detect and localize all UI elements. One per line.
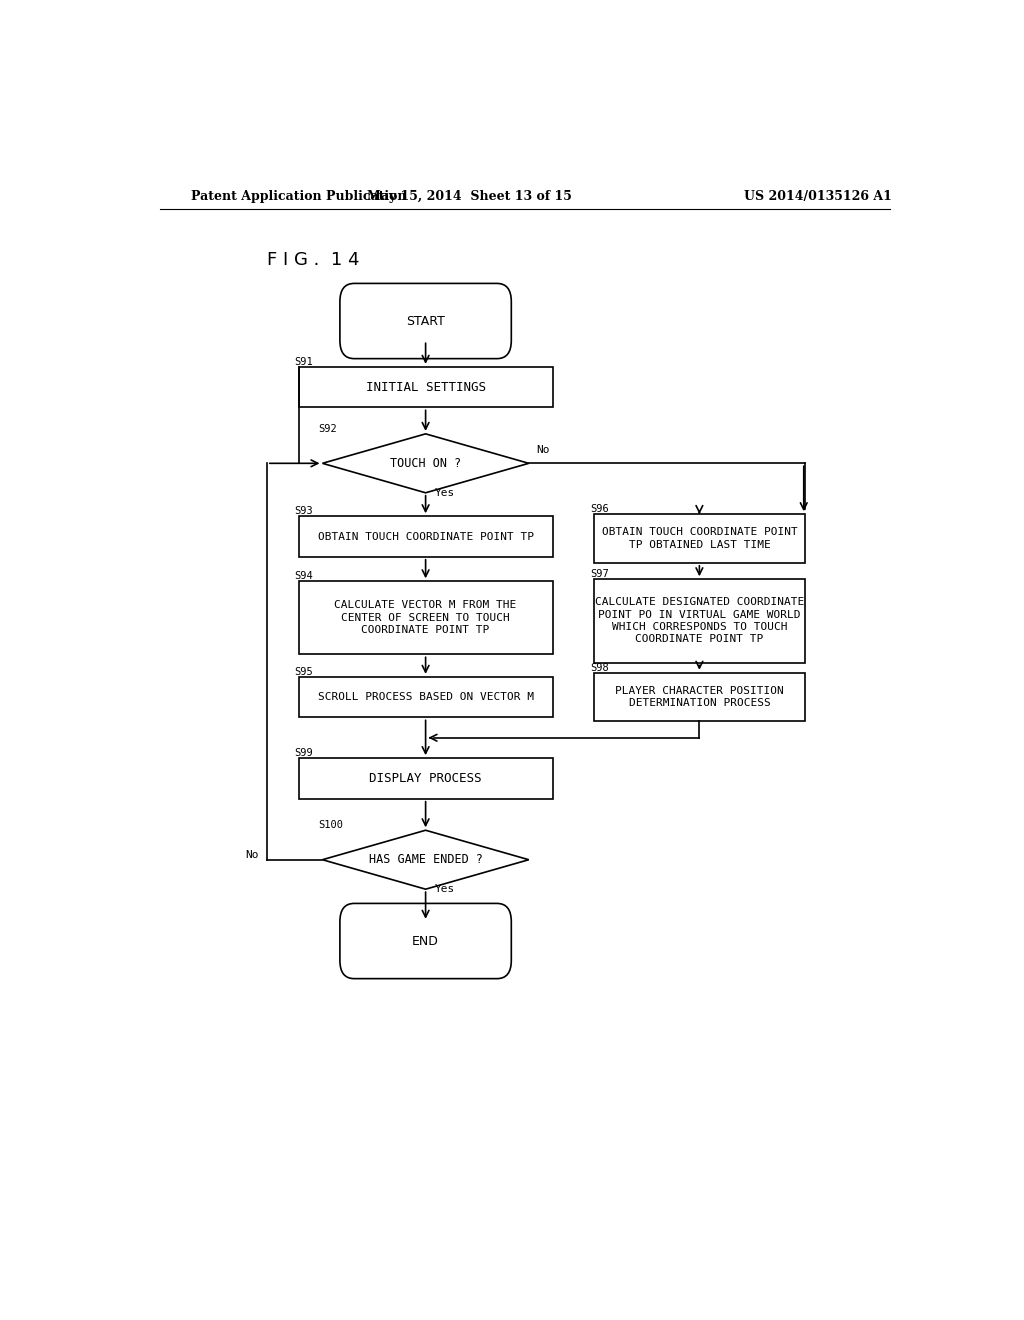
Bar [594, 515, 805, 562]
Bar [299, 581, 553, 655]
Text: INITIAL SETTINGS: INITIAL SETTINGS [366, 380, 485, 393]
Text: CALCULATE VECTOR M FROM THE
CENTER OF SCREEN TO TOUCH
COORDINATE POINT TP: CALCULATE VECTOR M FROM THE CENTER OF SC… [335, 601, 517, 635]
Bar [299, 516, 553, 557]
Text: START: START [407, 314, 445, 327]
Text: S95: S95 [295, 667, 313, 677]
Bar [299, 367, 553, 408]
Text: S99: S99 [295, 748, 313, 758]
Text: S96: S96 [590, 504, 609, 515]
Text: US 2014/0135126 A1: US 2014/0135126 A1 [744, 190, 892, 202]
Bar [299, 677, 553, 718]
FancyBboxPatch shape [340, 284, 511, 359]
Text: HAS GAME ENDED ?: HAS GAME ENDED ? [369, 853, 482, 866]
Text: OBTAIN TOUCH COORDINATE POINT
TP OBTAINED LAST TIME: OBTAIN TOUCH COORDINATE POINT TP OBTAINE… [601, 527, 798, 549]
Bar [594, 579, 805, 663]
Text: S97: S97 [590, 569, 609, 579]
Text: TOUCH ON ?: TOUCH ON ? [390, 457, 461, 470]
Text: DISPLAY PROCESS: DISPLAY PROCESS [370, 772, 482, 785]
Text: No: No [246, 850, 259, 859]
Text: May 15, 2014  Sheet 13 of 15: May 15, 2014 Sheet 13 of 15 [367, 190, 571, 202]
Text: No: No [537, 445, 550, 455]
Text: Yes: Yes [435, 487, 456, 498]
Text: END: END [413, 935, 439, 948]
Polygon shape [323, 434, 528, 492]
Text: S92: S92 [318, 424, 337, 434]
Bar [299, 758, 553, 799]
Text: S93: S93 [295, 506, 313, 516]
Text: Yes: Yes [435, 884, 456, 894]
Text: S91: S91 [295, 356, 313, 367]
Bar [594, 673, 805, 722]
Text: CALCULATE DESIGNATED COORDINATE
POINT PO IN VIRTUAL GAME WORLD
WHICH CORRESPONDS: CALCULATE DESIGNATED COORDINATE POINT PO… [595, 597, 804, 644]
Text: SCROLL PROCESS BASED ON VECTOR M: SCROLL PROCESS BASED ON VECTOR M [317, 692, 534, 702]
Text: S94: S94 [295, 572, 313, 581]
Text: OBTAIN TOUCH COORDINATE POINT TP: OBTAIN TOUCH COORDINATE POINT TP [317, 532, 534, 541]
Text: PLAYER CHARACTER POSITION
DETERMINATION PROCESS: PLAYER CHARACTER POSITION DETERMINATION … [615, 686, 783, 709]
Polygon shape [323, 830, 528, 890]
Text: F I G .  1 4: F I G . 1 4 [267, 251, 359, 269]
Text: S98: S98 [590, 663, 609, 673]
Text: S100: S100 [318, 820, 343, 830]
FancyBboxPatch shape [340, 903, 511, 978]
Text: Patent Application Publication: Patent Application Publication [191, 190, 407, 202]
